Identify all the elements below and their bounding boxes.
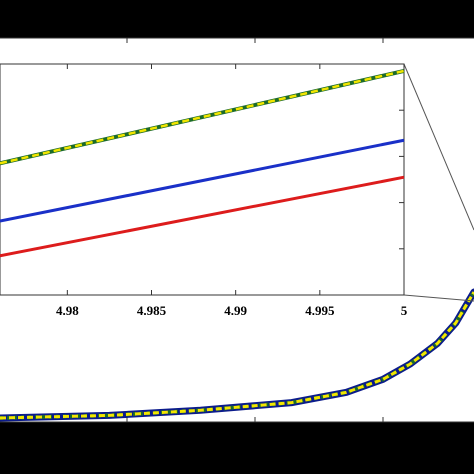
inset-x-ticks: [66, 64, 405, 295]
main-series-group: [0, 288, 474, 422]
inset-x-tick-label: 4.98: [56, 303, 79, 318]
inset-y-ticks: [399, 109, 404, 250]
inset-x-tick-label: 5: [401, 303, 408, 318]
main-series-green-dash: [0, 290, 474, 420]
inset-series-yellow-dash: [0, 69, 405, 165]
inset-x-tick-labels: 4.98 4.985 4.99 4.995 5: [56, 303, 408, 318]
inset-x-tick-label: 4.985: [137, 303, 167, 318]
inset-series-blue: [0, 138, 405, 223]
main-plot-frame: [0, 37, 474, 423]
zoom-connector-lines: [403, 63, 474, 302]
zoom-connector-upper: [403, 63, 474, 231]
inset-series-group: [0, 68, 405, 258]
inset-x-tick-label: 4.99: [224, 303, 247, 318]
inset-x-tick-label: 4.995: [305, 303, 335, 318]
zoom-connector-lower: [403, 294, 474, 302]
inset-series-red: [0, 175, 405, 258]
